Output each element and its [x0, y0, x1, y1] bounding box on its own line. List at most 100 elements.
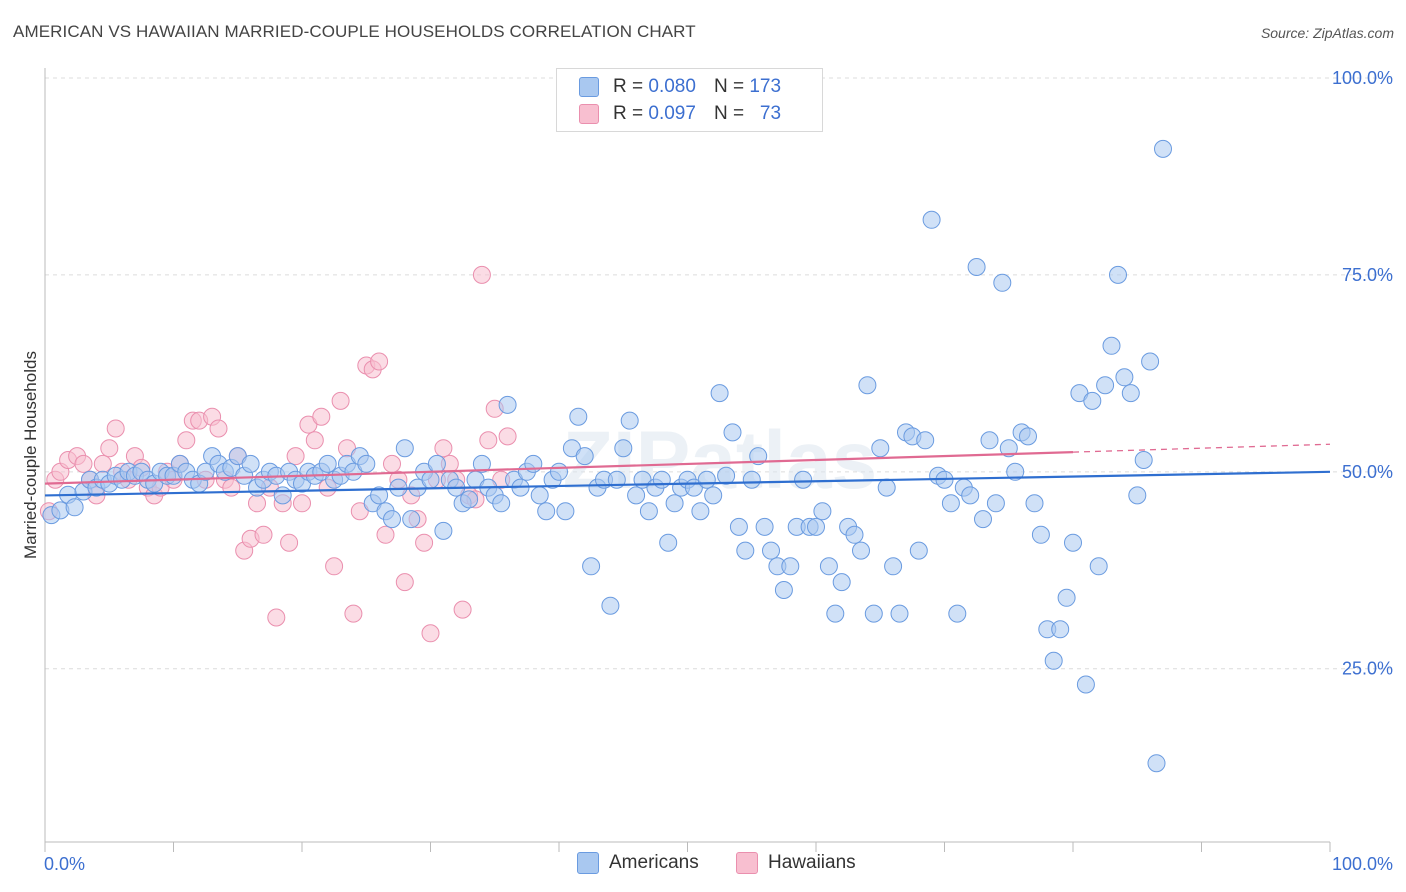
- americans-point: [877, 478, 896, 497]
- hawaiians-point: [299, 415, 318, 434]
- hawaiians-point: [293, 494, 311, 513]
- hawaiians-point: [434, 439, 453, 458]
- americans-n-label: N =: [713, 76, 745, 97]
- americans-point: [697, 470, 716, 489]
- americans-point: [909, 541, 928, 560]
- hawaiians-point: [472, 265, 491, 284]
- hawaiians-point: [280, 533, 299, 552]
- americans-point: [852, 541, 870, 560]
- americans-point: [755, 517, 774, 536]
- americans-point: [967, 258, 986, 276]
- americans-point: [627, 486, 646, 505]
- americans-point: [1089, 557, 1108, 576]
- hawaiians-points: [39, 265, 517, 643]
- americans-r-value: 0.080: [648, 76, 696, 97]
- americans-point: [742, 470, 761, 489]
- hawaiians-point: [415, 533, 434, 552]
- americans-point: [620, 411, 639, 430]
- hawaiians-n-value: 73: [759, 103, 782, 124]
- x-tick-label-max: 100.0%: [1332, 854, 1393, 874]
- americans-point: [1102, 336, 1121, 355]
- hawaiians-point: [453, 600, 472, 619]
- chart-title: AMERICAN VS HAWAIIAN MARRIED-COUPLE HOUS…: [13, 22, 696, 41]
- x-tick-label-min: 0.0%: [44, 854, 85, 874]
- americans-point: [832, 573, 851, 592]
- americans-point: [1109, 265, 1127, 284]
- hawaiians-point: [376, 525, 395, 544]
- hawaiians-legend-label: Hawaiians: [768, 852, 856, 873]
- americans-trend-line: [44, 470, 1331, 497]
- hawaiians-r-value: 0.097: [648, 103, 696, 124]
- americans-point: [819, 557, 838, 576]
- americans-point: [472, 454, 491, 473]
- hawaiians-point: [222, 478, 241, 497]
- americans-point: [659, 533, 678, 552]
- hawaiians-point: [325, 557, 344, 576]
- americans-point: [922, 210, 941, 229]
- hawaiians-point: [100, 439, 119, 458]
- americans-point: [723, 423, 742, 442]
- legend-hawaiians[interactable]: Hawaiians: [736, 852, 856, 874]
- hawaiians-point: [498, 427, 517, 446]
- hawaiians-trend-extension: [1072, 443, 1331, 453]
- legend-americans[interactable]: Americans: [577, 852, 699, 874]
- americans-point: [826, 604, 845, 623]
- americans-point: [1057, 588, 1076, 607]
- americans-point: [980, 431, 999, 450]
- americans-point: [858, 376, 877, 395]
- hawaiians-point: [312, 407, 331, 426]
- hawaiians-point: [209, 419, 228, 438]
- americans-point: [1025, 494, 1044, 513]
- americans-n-value: 173: [749, 76, 782, 97]
- americans-point: [864, 604, 883, 623]
- americans-point: [498, 395, 517, 414]
- hawaiians-point: [254, 525, 273, 544]
- y-tick-label: 100.0%: [1332, 68, 1393, 88]
- legend-row-americans: R = 0.080 N = 173: [579, 75, 781, 99]
- americans-swatch: [579, 77, 599, 97]
- americans-point: [601, 596, 620, 615]
- americans-point: [1141, 352, 1160, 371]
- americans-point: [357, 454, 376, 473]
- americans-point: [1096, 376, 1115, 395]
- americans-point: [691, 502, 710, 521]
- americans-point: [434, 521, 453, 540]
- americans-point: [273, 486, 292, 505]
- americans-point: [389, 478, 408, 497]
- americans-point: [890, 604, 909, 623]
- americans-point: [1121, 384, 1140, 403]
- hawaiians-legend-swatch: [736, 852, 758, 874]
- americans-point: [1019, 427, 1037, 446]
- hawaiians-point: [331, 391, 350, 410]
- americans-point: [421, 470, 440, 489]
- hawaiians-point: [344, 604, 363, 623]
- americans-point: [383, 510, 401, 529]
- americans-point: [749, 447, 768, 466]
- hawaiians-trend-line: [44, 451, 1074, 485]
- hawaiians-point: [177, 431, 196, 450]
- hawaiians-point: [421, 624, 440, 643]
- americans-point: [993, 273, 1012, 292]
- americans-point: [370, 486, 389, 505]
- americans-point: [961, 486, 980, 505]
- americans-point: [395, 439, 414, 458]
- source-label: Source: ZipAtlas.com: [1260, 25, 1394, 41]
- americans-point: [241, 454, 260, 473]
- americans-point: [582, 557, 601, 576]
- americans-point: [1006, 462, 1025, 481]
- americans-point: [1044, 651, 1063, 670]
- americans-point: [1115, 368, 1134, 387]
- americans-point: [762, 541, 780, 560]
- hawaiians-point: [286, 447, 305, 466]
- hawaiians-point: [93, 454, 112, 473]
- americans-point: [530, 486, 549, 505]
- americans-point: [717, 466, 736, 485]
- hawaiians-point: [395, 573, 414, 592]
- americans-point: [65, 498, 84, 517]
- americans-point: [402, 510, 421, 529]
- americans-point: [344, 462, 363, 481]
- stats-legend: R = 0.080 N = 173 R = 0.097 N = 73: [556, 68, 823, 132]
- americans-point: [736, 541, 755, 560]
- americans-point: [845, 525, 864, 544]
